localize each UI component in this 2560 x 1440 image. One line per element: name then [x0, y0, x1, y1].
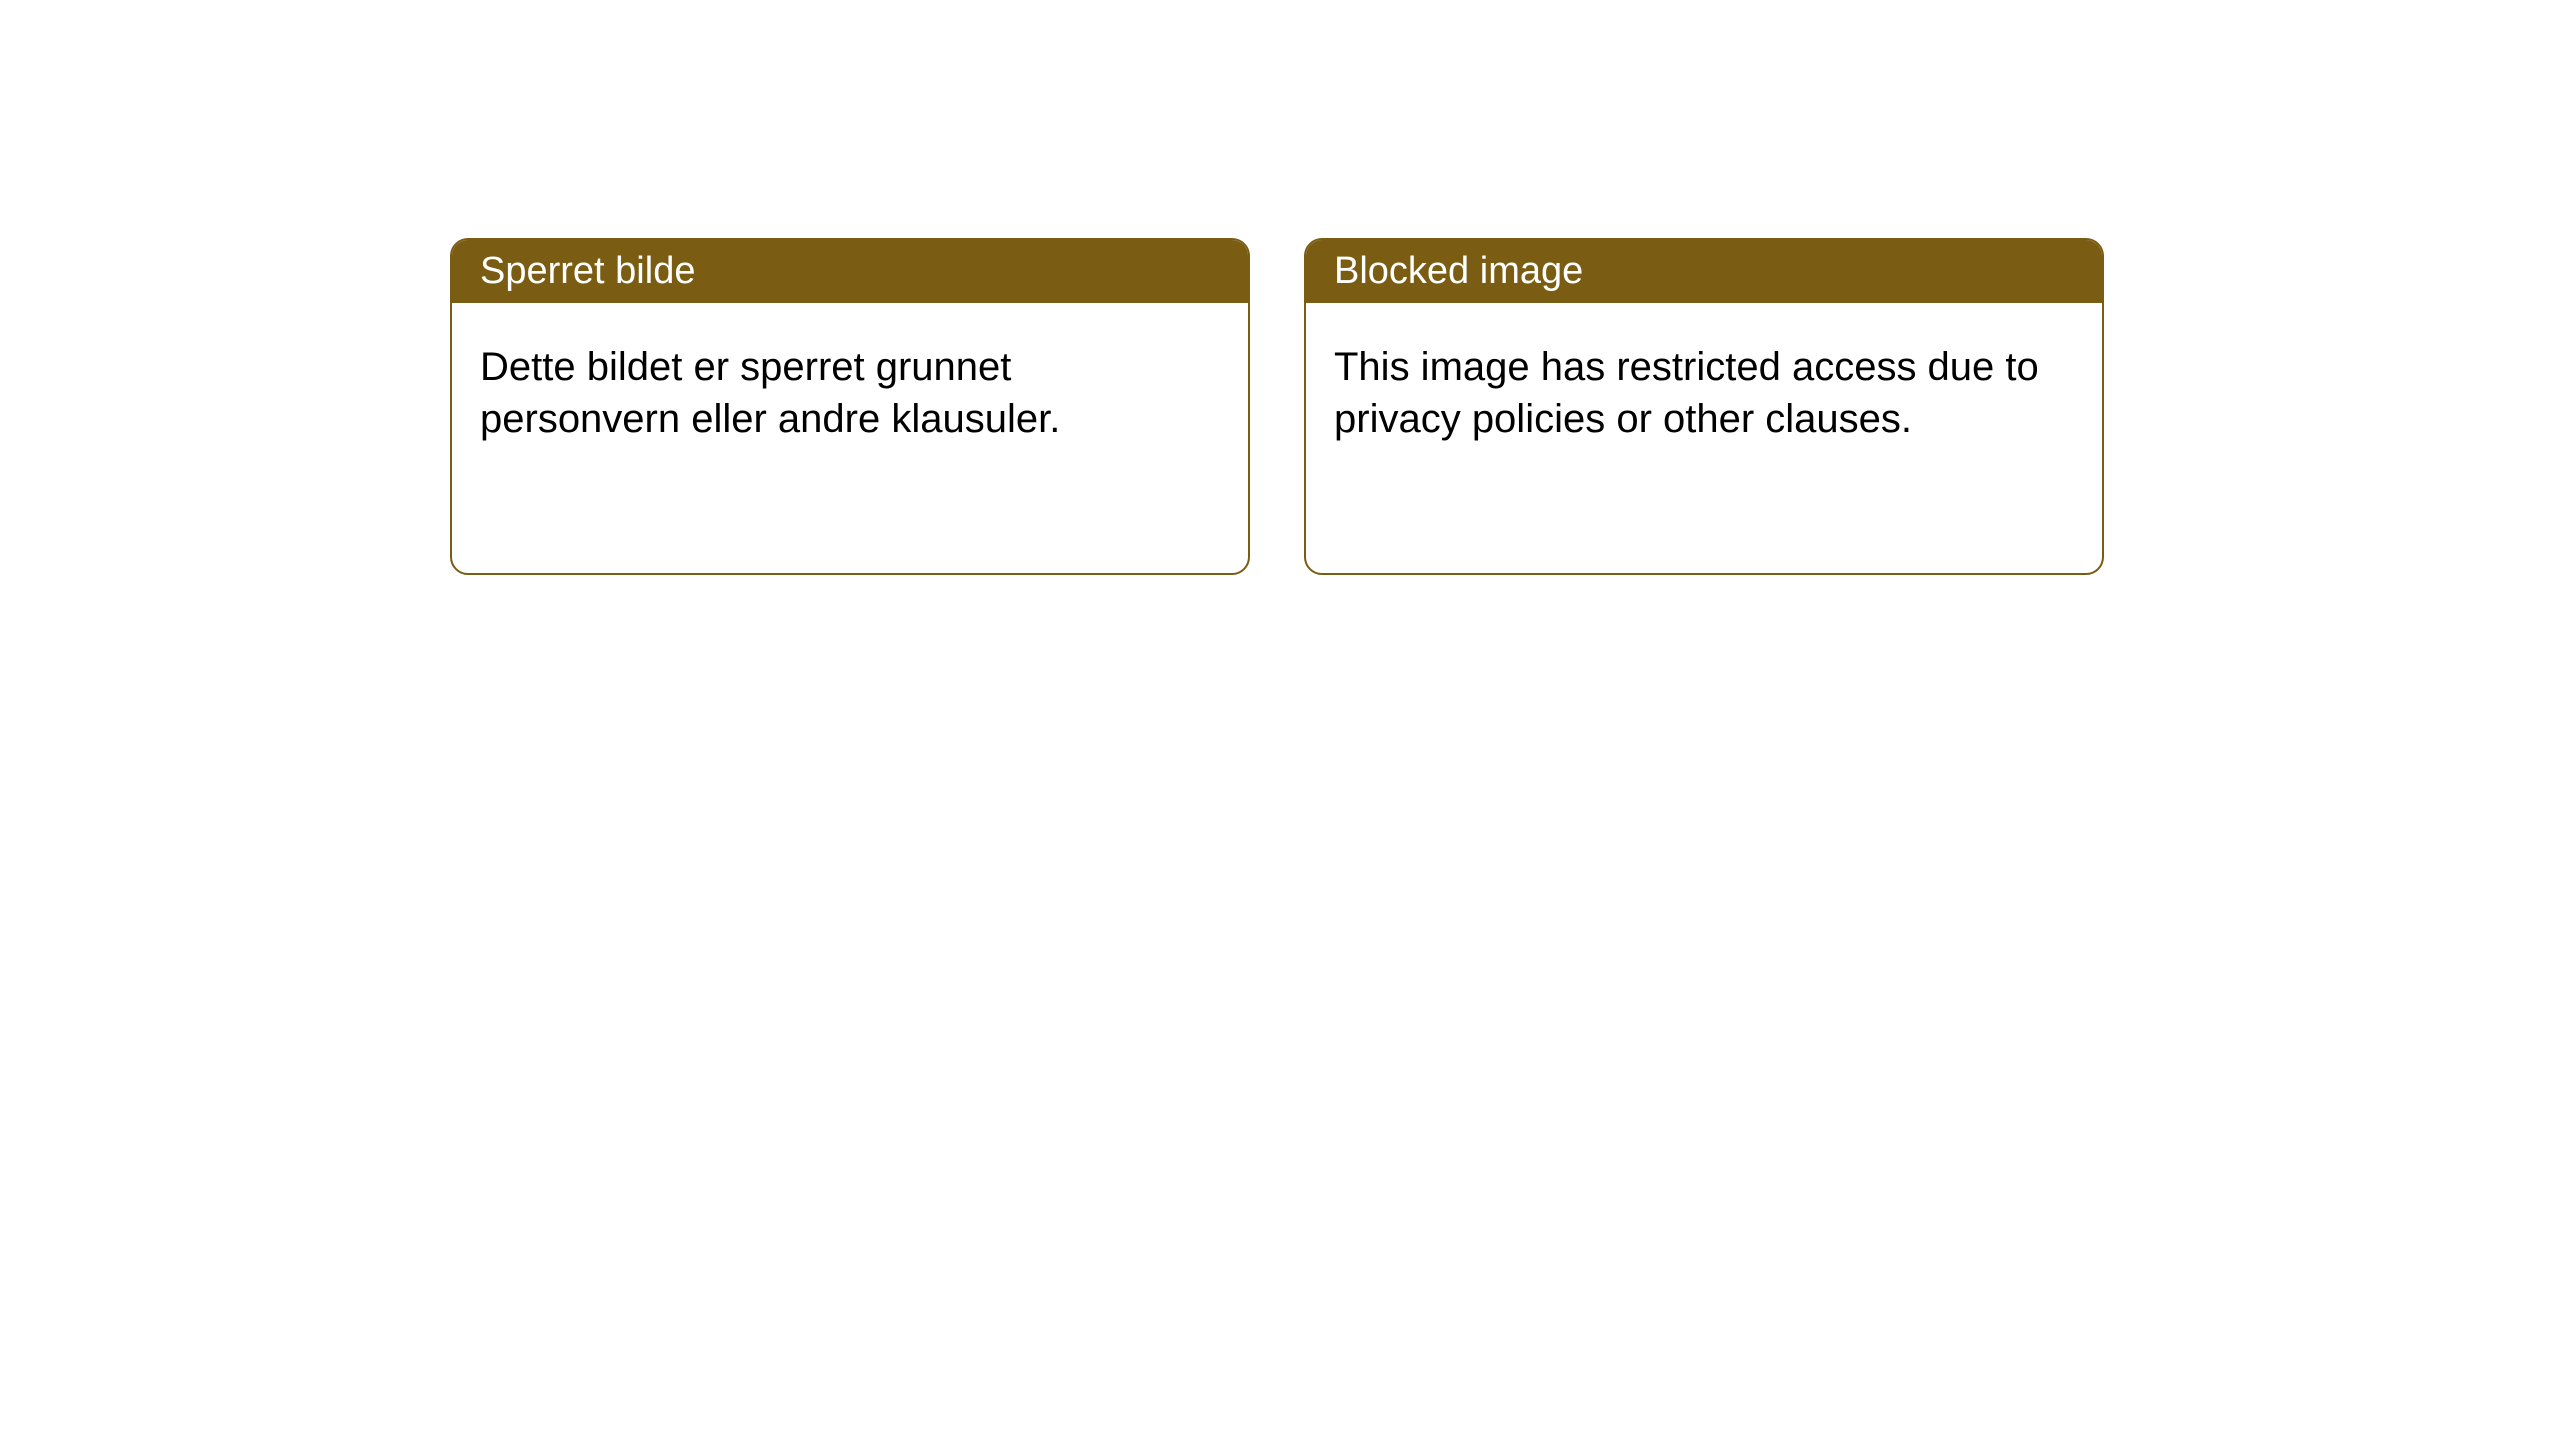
- notice-header: Sperret bilde: [452, 240, 1248, 303]
- notice-card-norwegian: Sperret bilde Dette bildet er sperret gr…: [450, 238, 1250, 575]
- notice-card-english: Blocked image This image has restricted …: [1304, 238, 2104, 575]
- notice-title: Sperret bilde: [480, 250, 695, 292]
- notice-body: This image has restricted access due to …: [1306, 303, 2102, 573]
- notice-body-text: This image has restricted access due to …: [1334, 345, 2039, 441]
- notice-cards-container: Sperret bilde Dette bildet er sperret gr…: [450, 238, 2104, 575]
- notice-body-text: Dette bildet er sperret grunnet personve…: [480, 345, 1060, 441]
- notice-header: Blocked image: [1306, 240, 2102, 303]
- notice-body: Dette bildet er sperret grunnet personve…: [452, 303, 1248, 573]
- notice-title: Blocked image: [1334, 250, 1583, 292]
